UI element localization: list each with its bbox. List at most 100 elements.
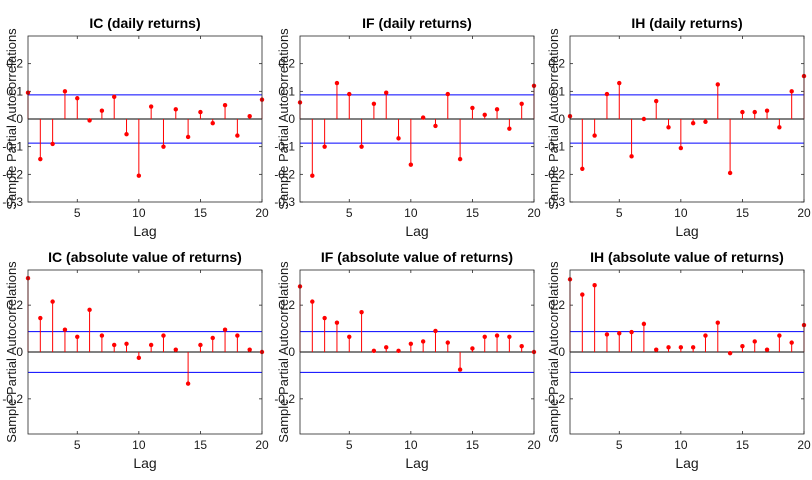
ih-daily-xtick-label: 15 xyxy=(736,206,750,220)
ic-daily-xtick-label: 15 xyxy=(194,206,208,220)
ih-absolute-stem-marker xyxy=(715,320,720,325)
ih-absolute-stem-marker xyxy=(740,343,745,349)
ih-daily-stem-marker xyxy=(703,119,708,124)
ic-absolute-xtick-label: 20 xyxy=(255,438,269,452)
ic-daily-axes-box xyxy=(27,35,263,203)
ic-daily-panel: -0.3 -0.2 -0.1 0 0.1 0.2 5 10 15 20 IC (daily retu… xyxy=(2,15,269,239)
if-daily-stem-marker xyxy=(494,107,500,112)
ic-daily-stem-marker xyxy=(62,89,68,94)
ic-absolute-stem-marker xyxy=(210,335,215,341)
ic-daily-ylabel: Sample Partial Autocorrelations xyxy=(4,28,19,210)
ic-absolute-ylabel: Sample Partial Autocorrelations xyxy=(4,261,19,443)
ih-daily-stem-marker xyxy=(580,166,585,171)
if-absolute-stem-marker xyxy=(420,339,426,344)
ic-absolute-stem-marker xyxy=(87,307,92,313)
if-absolute-stem-marker xyxy=(408,341,414,346)
ic-daily-stem-marker xyxy=(75,96,80,101)
if-absolute-stem-marker xyxy=(347,334,352,339)
if-absolute-stem-marker xyxy=(371,348,377,354)
ih-daily-ytick-label: -0.3 xyxy=(544,195,565,209)
ic-absolute-ytick-label: 0.2 xyxy=(6,298,23,312)
ic-daily-stem-marker xyxy=(210,120,215,126)
ih-absolute-stem-marker xyxy=(764,347,770,352)
ic-absolute-stem-marker xyxy=(198,342,203,348)
ih-absolute-stem-marker xyxy=(641,321,647,327)
ih-daily-stem-marker xyxy=(666,125,671,130)
ih-absolute-stem-marker xyxy=(604,332,610,337)
ic-daily-title: IC (daily returns) xyxy=(89,15,200,31)
ic-daily-stem-marker xyxy=(112,94,117,100)
if-absolute-stem-marker xyxy=(334,320,340,325)
ih-absolute-ylabel: Sample Partial Autocorrelations xyxy=(546,261,561,443)
if-absolute-stem-marker xyxy=(519,343,524,349)
ic-absolute-stem-marker xyxy=(62,327,68,332)
ih-absolute-stem-marker xyxy=(703,333,708,338)
ih-daily-ytick-label: -0.2 xyxy=(544,167,565,181)
if-daily-stem-marker xyxy=(347,91,352,97)
ih-absolute-stem-marker xyxy=(752,339,757,344)
if-daily-stem-marker xyxy=(396,136,401,141)
if-absolute-title: IF (absolute value of returns) xyxy=(321,249,513,265)
ic-absolute-stem-marker xyxy=(50,299,55,304)
ic-absolute-stem-marker xyxy=(222,327,228,332)
ih-absolute-xtick-label: 20 xyxy=(797,438,811,452)
ic-daily-ytick-label: -0.3 xyxy=(2,195,23,209)
ic-daily-stem-marker xyxy=(50,141,55,147)
ic-daily-stem-marker xyxy=(185,134,191,140)
if-absolute-stem-marker xyxy=(470,346,475,351)
ih-absolute-stem-marker xyxy=(690,345,696,350)
if-absolute-stem-marker xyxy=(445,340,450,345)
if-absolute-stem-marker xyxy=(384,345,389,350)
ih-daily-xtick-label: 20 xyxy=(797,206,811,220)
if-daily-stem-marker xyxy=(470,105,475,111)
ic-daily-xlabel: Lag xyxy=(133,223,156,239)
if-absolute-stem-marker xyxy=(494,333,500,338)
ih-absolute-stem-marker xyxy=(654,347,659,352)
ih-daily-stem-marker xyxy=(690,120,696,126)
ih-daily-title: IH (daily returns) xyxy=(631,15,742,31)
ih-absolute-stem-marker xyxy=(777,333,782,338)
ih-daily-stem-marker xyxy=(715,82,720,87)
ih-absolute-ytick-label: 0.2 xyxy=(548,298,565,312)
ic-absolute-stem-marker xyxy=(75,334,80,339)
ic-absolute-stem-marker xyxy=(124,341,129,346)
ic-daily-xtick-label: 5 xyxy=(74,206,81,220)
ic-daily-stem-marker xyxy=(136,173,142,178)
if-daily-axes-box xyxy=(299,35,535,203)
if-daily-stem-marker xyxy=(482,112,487,118)
if-daily-stem-marker xyxy=(408,162,414,167)
ic-absolute-stem-marker xyxy=(38,315,43,321)
ic-absolute-xtick-label: 15 xyxy=(194,438,208,452)
if-absolute-panel: -0.2 0 0.2 5 10 15 20 IF (absolute value of ret… xyxy=(274,249,541,471)
ih-absolute-axes-box xyxy=(569,269,805,435)
if-absolute-stem-marker xyxy=(457,367,463,372)
if-daily-ytick-label: -0.3 xyxy=(274,195,295,209)
if-absolute-stem-marker xyxy=(359,309,364,315)
if-daily-ytick-label: -0.1 xyxy=(274,140,295,154)
ih-daily-stem-marker xyxy=(777,125,782,130)
ih-absolute-stem-marker xyxy=(678,345,684,350)
ih-daily-xtick-label: 10 xyxy=(674,206,688,220)
ic-absolute-xlabel: Lag xyxy=(133,455,156,471)
ih-daily-ytick-label: 0.1 xyxy=(548,84,565,98)
if-daily-xtick-label: 5 xyxy=(346,206,353,220)
ih-absolute-stem-marker xyxy=(727,350,733,356)
if-daily-title: IF (daily returns) xyxy=(362,15,472,31)
ic-absolute-stem-marker xyxy=(161,333,166,338)
if-daily-stem-marker xyxy=(334,80,340,86)
if-absolute-stem-marker xyxy=(482,334,487,339)
if-daily-stem-marker xyxy=(359,144,364,149)
ih-absolute-xtick-label: 10 xyxy=(674,438,688,452)
ih-absolute-stem-marker xyxy=(580,292,585,297)
ih-daily-ytick-label: 0.2 xyxy=(548,57,565,71)
if-absolute-xtick-label: 15 xyxy=(466,438,480,452)
ih-daily-xtick-label: 5 xyxy=(616,206,623,220)
ih-daily-stem-marker xyxy=(789,89,794,94)
if-daily-xlabel: Lag xyxy=(405,223,428,239)
if-daily-xtick-label: 10 xyxy=(404,206,418,220)
if-daily-ytick-label: 0.2 xyxy=(278,57,295,71)
ic-absolute-ytick-label: 0 xyxy=(16,345,23,359)
ic-absolute-panel: -0.2 0 0.2 5 10 15 20 IC (absolute value of ret… xyxy=(2,249,269,471)
ic-absolute-stem-marker xyxy=(235,333,240,338)
